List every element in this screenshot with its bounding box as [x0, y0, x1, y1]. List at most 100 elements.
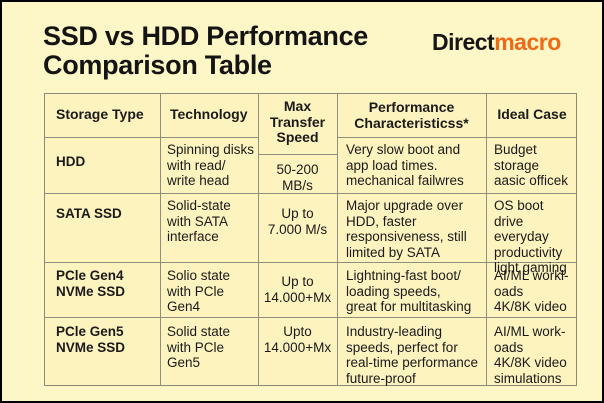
- cell-line: oads: [494, 283, 524, 299]
- cell-line: 14.000+Mx: [263, 289, 332, 305]
- row-hdd-ideal: Budget storage aasic officek: [494, 142, 568, 189]
- row-sata-ideal: OS boot drive everyday productivity ligh…: [494, 198, 576, 276]
- column-header-performance: Performance Characteristicss*: [337, 99, 486, 131]
- cell-line: 14.000+Mx: [263, 339, 332, 355]
- title-line-1: SSD vs HDD Performance: [43, 21, 369, 51]
- cell-line: with PCle: [167, 283, 225, 299]
- cell-line: Lightning-fast boot/: [346, 268, 461, 283]
- header-line: Max: [283, 98, 312, 114]
- cell-line: Major upgrade over: [346, 198, 464, 213]
- grid-line: [160, 94, 161, 385]
- cell-line: MB/s: [282, 177, 313, 193]
- cell-line: great for multitasking: [346, 299, 472, 314]
- column-header-ideal-case: Ideal Case: [497, 106, 567, 122]
- column-header-storage-type: Storage Type: [56, 106, 144, 122]
- cell-line: AI/ML workl-: [494, 268, 569, 283]
- row-gen4-ideal: AI/ML workl- oads 4K/8K video: [494, 268, 569, 315]
- cell-line: OS boot drive: [494, 198, 544, 229]
- cell-line: oads: [494, 339, 524, 355]
- row-gen5-speed: Upto 14.000+Mx: [258, 324, 337, 355]
- row-sata-tech: Solid-state with SATA interface: [167, 198, 231, 245]
- cell-line: 4K/8K video: [494, 299, 567, 314]
- brand-part-macro: macro: [494, 29, 561, 55]
- cell-line: Upto: [283, 324, 312, 339]
- cell-line: HDD, faster: [346, 213, 417, 229]
- cell-line: write head: [167, 173, 230, 188]
- cell-line: PCle Gen5: [56, 324, 124, 339]
- row-gen5-performance: Industry-leading speeds, perfect for rea…: [346, 324, 478, 386]
- cell-line: 7.000 M/s: [267, 221, 328, 237]
- cell-line: Solid-state: [167, 198, 231, 213]
- cell-line: simulations: [494, 370, 562, 386]
- grid-line: [258, 94, 259, 385]
- cell-line: with PCle: [167, 339, 225, 355]
- cell-line: productivity: [494, 244, 563, 260]
- cell-line: light gaming: [494, 260, 567, 275]
- cell-line: Very slow boot and: [346, 142, 461, 157]
- row-gen5-ideal: AI/ML work- oads 4K/8K video simulations: [494, 324, 567, 386]
- cell-line: everyday: [494, 229, 549, 244]
- cell-line: Budget: [494, 142, 537, 157]
- grid-line: [337, 137, 576, 138]
- row-hdd-speed: 50-200 MB/s: [258, 162, 337, 193]
- column-header-max-speed: Max Transfer Speed: [258, 98, 337, 146]
- cell-line: mechanical failwres: [346, 173, 464, 188]
- header-line: Characteristicss*: [354, 114, 469, 131]
- title-line-2: Comparison Table: [43, 50, 272, 80]
- header-line: Performance: [368, 99, 455, 115]
- cell-line: Industry-leading: [346, 324, 443, 339]
- row-gen5-type: PCle Gen5 NVMe SSD: [56, 324, 125, 355]
- header-line: Speed: [276, 129, 319, 145]
- cell-line: app load times.: [346, 157, 438, 173]
- cell-line: with read/: [167, 157, 226, 173]
- grid-line: [45, 193, 576, 194]
- cell-line: limited by SATA: [346, 244, 441, 260]
- row-gen4-performance: Lightning-fast boot/ loading speeds, gre…: [346, 268, 471, 315]
- grid-line: [337, 94, 338, 385]
- row-hdd-performance: Very slow boot and app load times. mecha…: [346, 142, 464, 189]
- cell-line: speeds, perfect for: [346, 339, 458, 355]
- cell-line: 4K/8K video: [494, 355, 567, 370]
- row-sata-speed: Up to 7.000 M/s: [258, 206, 337, 237]
- row-gen4-speed: Up to 14.000+Mx: [258, 274, 337, 305]
- cell-line: Up to: [281, 206, 314, 221]
- grid-line: [45, 262, 576, 263]
- row-hdd-tech: Spinning disks with read/ write head: [167, 142, 254, 189]
- cell-line: Gen4: [167, 299, 201, 314]
- cell-line: interface: [167, 229, 219, 244]
- cell-line: PCle Gen4: [56, 268, 124, 283]
- row-sata-type: SATA SSD: [56, 206, 122, 221]
- cell-line: with SATA: [167, 213, 229, 229]
- cell-line: 50-200: [276, 162, 319, 177]
- cell-line: Solio state: [167, 268, 231, 283]
- cell-line: NVMe SSD: [56, 339, 126, 355]
- cell-line: Solid state: [167, 324, 231, 339]
- row-hdd-type: HDD: [56, 154, 86, 169]
- cell-line: storage: [494, 157, 540, 173]
- cell-line: responsiveness, still: [346, 229, 467, 244]
- grid-line: [45, 317, 576, 318]
- grid-line: [45, 137, 258, 138]
- grid-line: [258, 154, 337, 155]
- row-gen4-type: PCle Gen4 NVMe SSD: [56, 268, 125, 299]
- cell-line: future-proof: [346, 370, 416, 386]
- cell-line: NVMe SSD: [56, 283, 126, 299]
- row-gen5-tech: Solid state with PCle Gen5: [167, 324, 230, 371]
- comparison-table: Storage Type Technology Max Transfer Spe…: [44, 93, 577, 386]
- grid-line: [486, 94, 487, 385]
- row-gen4-tech: Solio state with PCle Gen4: [167, 268, 230, 315]
- column-header-technology: Technology: [170, 106, 248, 122]
- cell-line: loading speeds,: [346, 283, 441, 299]
- cell-line: AI/ML work-: [494, 324, 566, 339]
- row-sata-performance: Major upgrade over HDD, faster responsiv…: [346, 198, 467, 260]
- cell-line: real-time performance: [346, 355, 479, 370]
- cell-line: Spinning disks: [167, 142, 255, 157]
- brand-part-direct: Direct: [432, 29, 495, 55]
- cell-line: aasic officek: [494, 173, 569, 188]
- header-line: Transfer: [269, 113, 326, 130]
- cell-line: Gen5: [167, 355, 201, 370]
- page-title: SSD vs HDD Performance Comparison Table: [43, 22, 368, 80]
- cell-line: Up to: [281, 274, 314, 289]
- brand-logo: Directmacro: [432, 29, 561, 56]
